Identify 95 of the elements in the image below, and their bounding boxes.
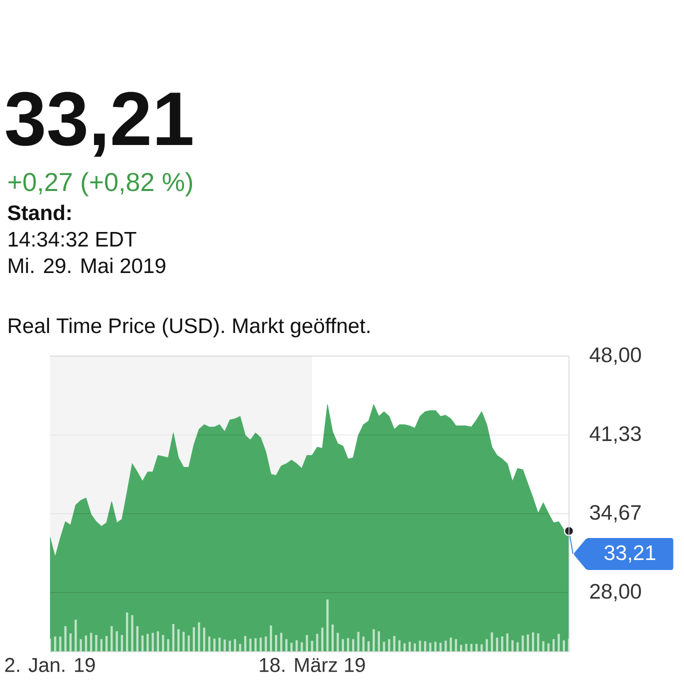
bar <box>224 640 226 652</box>
bar <box>198 622 200 652</box>
bar <box>368 641 370 652</box>
bar <box>64 626 67 652</box>
bar <box>116 631 118 652</box>
bar <box>95 634 98 652</box>
bar <box>398 640 401 652</box>
bar <box>465 644 468 652</box>
bar <box>357 632 360 652</box>
bar <box>558 634 560 652</box>
bar <box>414 643 416 652</box>
text: 33,21 <box>604 545 656 563</box>
bar <box>120 634 124 652</box>
bar <box>74 620 77 652</box>
bar <box>429 642 432 652</box>
bar <box>275 634 278 652</box>
bar <box>300 642 303 652</box>
bar <box>511 640 514 652</box>
bar <box>342 639 344 652</box>
bar <box>152 632 154 652</box>
bar <box>54 636 56 652</box>
bar <box>326 599 329 652</box>
y-tick-label: 34,67 <box>590 505 641 522</box>
bar <box>336 632 339 652</box>
bar <box>552 639 555 652</box>
y-tick-label: 28,00 <box>590 584 641 602</box>
bar <box>285 639 288 652</box>
bar <box>131 615 134 652</box>
bar <box>260 638 262 652</box>
bar <box>249 638 252 652</box>
bar <box>332 624 334 652</box>
bar <box>264 636 267 652</box>
bar <box>346 638 350 652</box>
bar <box>244 636 246 652</box>
bar <box>496 638 498 652</box>
bar <box>100 639 102 652</box>
bar <box>480 644 483 652</box>
bar <box>105 636 108 652</box>
bar <box>296 640 298 652</box>
bar <box>408 642 411 652</box>
bar <box>208 636 210 652</box>
text: Mi. 29. Mai 2019 <box>8 258 166 274</box>
bar <box>316 634 318 652</box>
x-tick-label: 18. März 19 <box>260 658 365 672</box>
bar <box>562 640 565 652</box>
bar <box>444 640 447 652</box>
text: Real Time Price (USD). Markt geöffnet. <box>8 318 370 338</box>
y-tick-label: 41,33 <box>590 426 641 444</box>
y-tick-label: 48,00 <box>590 347 641 365</box>
bar <box>162 634 164 652</box>
bar <box>362 636 365 652</box>
bar <box>306 634 308 652</box>
bar <box>542 641 544 652</box>
bar <box>501 636 504 652</box>
chart-subtitle: +0,27 (+0,82 %) <box>8 172 192 196</box>
x-tick-label: 2. Jan. 19 <box>5 658 95 672</box>
bar <box>172 624 174 652</box>
bar <box>177 629 180 652</box>
bar <box>213 638 216 652</box>
text: 14:34:32 EDT <box>8 232 136 247</box>
bar <box>136 626 138 652</box>
bar <box>270 626 272 652</box>
bar <box>537 633 540 652</box>
bar <box>84 635 88 652</box>
bar <box>254 638 257 652</box>
bar <box>310 640 314 652</box>
bar <box>418 640 422 652</box>
bar <box>280 632 282 652</box>
text: Stand: <box>8 204 71 220</box>
bar <box>80 639 82 652</box>
chart-title: 33,21 <box>6 92 192 157</box>
bar <box>450 638 452 652</box>
bar <box>506 633 508 652</box>
bar <box>59 636 62 652</box>
bar <box>146 634 149 652</box>
bar <box>203 628 206 652</box>
bar <box>424 641 426 652</box>
bar <box>522 635 524 652</box>
bar <box>218 638 221 652</box>
bar <box>321 628 324 652</box>
bar <box>388 639 390 652</box>
bar <box>486 639 488 652</box>
bar <box>234 639 236 652</box>
bar <box>352 639 354 652</box>
bar <box>454 639 458 652</box>
bar <box>568 638 570 652</box>
bar <box>126 612 128 652</box>
bar <box>372 629 375 652</box>
bar <box>188 635 190 652</box>
bar <box>167 639 170 652</box>
bar <box>228 640 231 652</box>
bar <box>393 636 396 652</box>
bar <box>141 635 144 652</box>
bar <box>110 626 113 652</box>
bar <box>192 627 195 652</box>
